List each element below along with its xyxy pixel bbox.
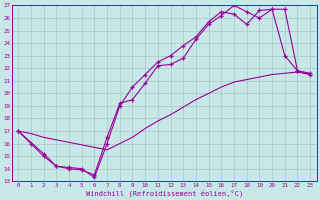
X-axis label: Windchill (Refroidissement éolien,°C): Windchill (Refroidissement éolien,°C) <box>85 189 243 197</box>
